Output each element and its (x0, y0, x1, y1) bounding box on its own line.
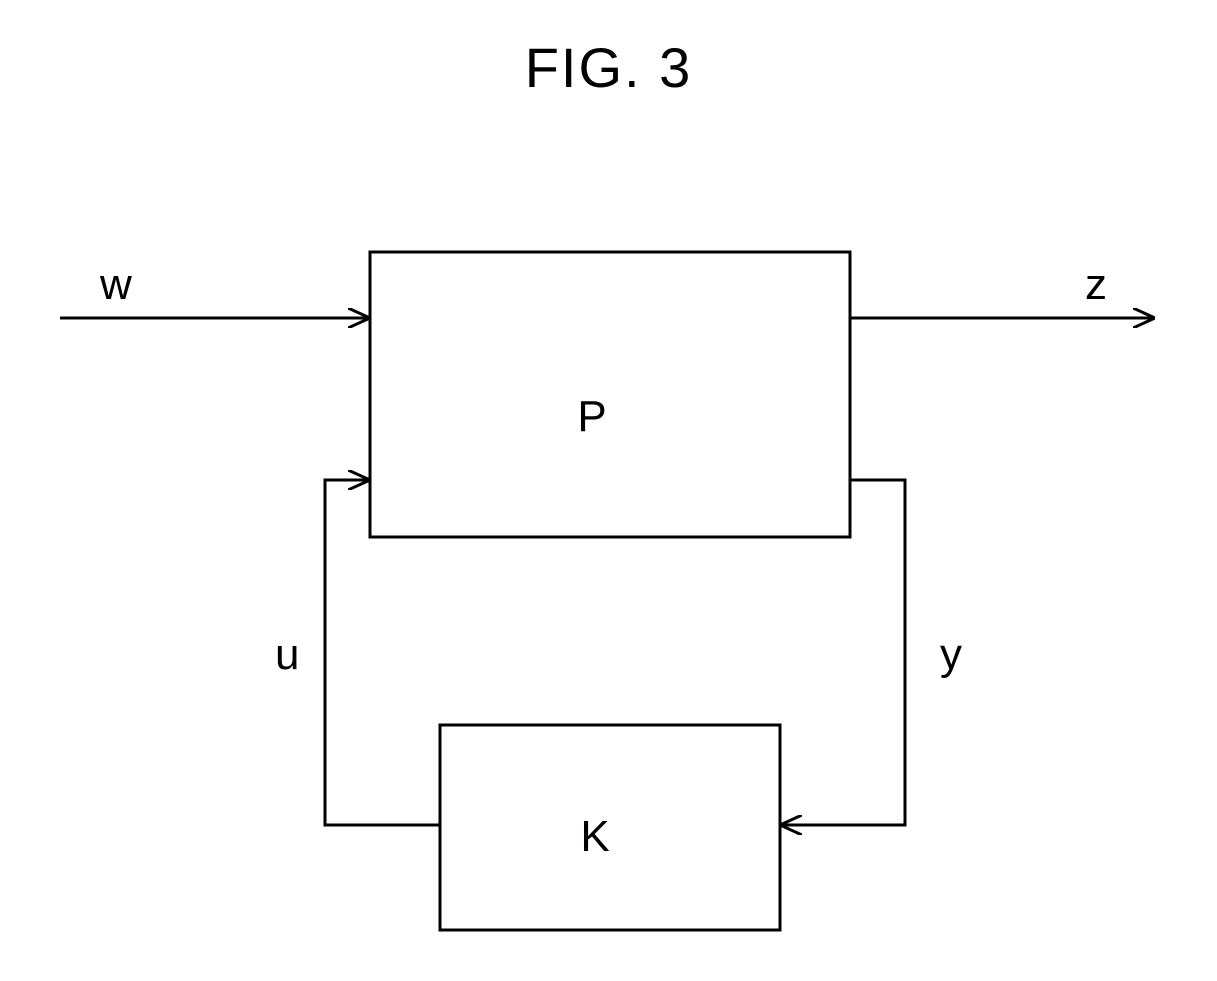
signal-label-u: u (275, 630, 299, 680)
signal-label-y: y (940, 630, 962, 680)
signal-label-z: z (1085, 260, 1107, 310)
block-label-K: K (565, 812, 625, 862)
block-label-P: P (562, 392, 622, 442)
signal-label-w: w (100, 260, 132, 310)
